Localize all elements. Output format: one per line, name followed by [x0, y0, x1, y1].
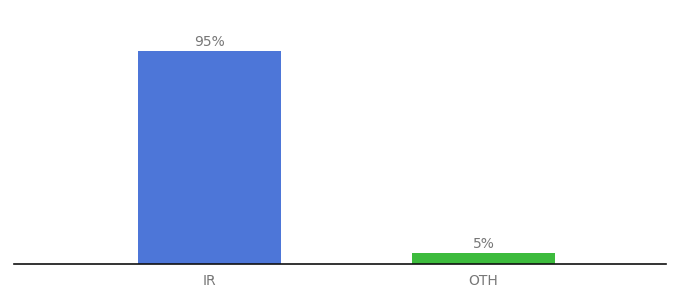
- Bar: [137, 51, 282, 264]
- Text: 95%: 95%: [194, 35, 225, 49]
- Bar: [412, 253, 556, 264]
- Text: 5%: 5%: [473, 236, 494, 250]
